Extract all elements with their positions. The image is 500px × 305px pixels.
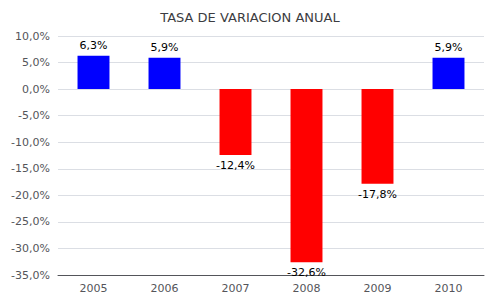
svg-text:6,3%: 6,3% — [80, 39, 108, 52]
svg-text:-5,0%: -5,0% — [18, 109, 50, 122]
svg-text:2005: 2005 — [80, 282, 108, 295]
svg-text:TASA DE VARIACION ANUAL: TASA DE VARIACION ANUAL — [159, 10, 340, 25]
svg-text:2008: 2008 — [293, 282, 321, 295]
svg-text:5,9%: 5,9% — [435, 41, 463, 54]
svg-text:5,0%: 5,0% — [22, 56, 50, 69]
svg-text:2006: 2006 — [151, 282, 179, 295]
svg-text:2009: 2009 — [364, 282, 392, 295]
svg-text:-25,0%: -25,0% — [11, 215, 50, 228]
svg-text:-20,0%: -20,0% — [11, 189, 50, 202]
svg-text:5,9%: 5,9% — [151, 41, 179, 54]
svg-text:10,0%: 10,0% — [15, 30, 50, 43]
svg-text:-12,4%: -12,4% — [216, 159, 255, 172]
svg-text:-35,0%: -35,0% — [11, 269, 50, 282]
svg-text:-10,0%: -10,0% — [11, 136, 50, 149]
svg-text:-32,6%: -32,6% — [287, 266, 326, 279]
svg-text:-17,8%: -17,8% — [358, 188, 397, 201]
svg-text:0,0%: 0,0% — [22, 83, 50, 96]
svg-text:-15,0%: -15,0% — [11, 162, 50, 175]
svg-text:-30,0%: -30,0% — [11, 242, 50, 255]
svg-text:2010: 2010 — [435, 282, 463, 295]
svg-text:2007: 2007 — [222, 282, 250, 295]
